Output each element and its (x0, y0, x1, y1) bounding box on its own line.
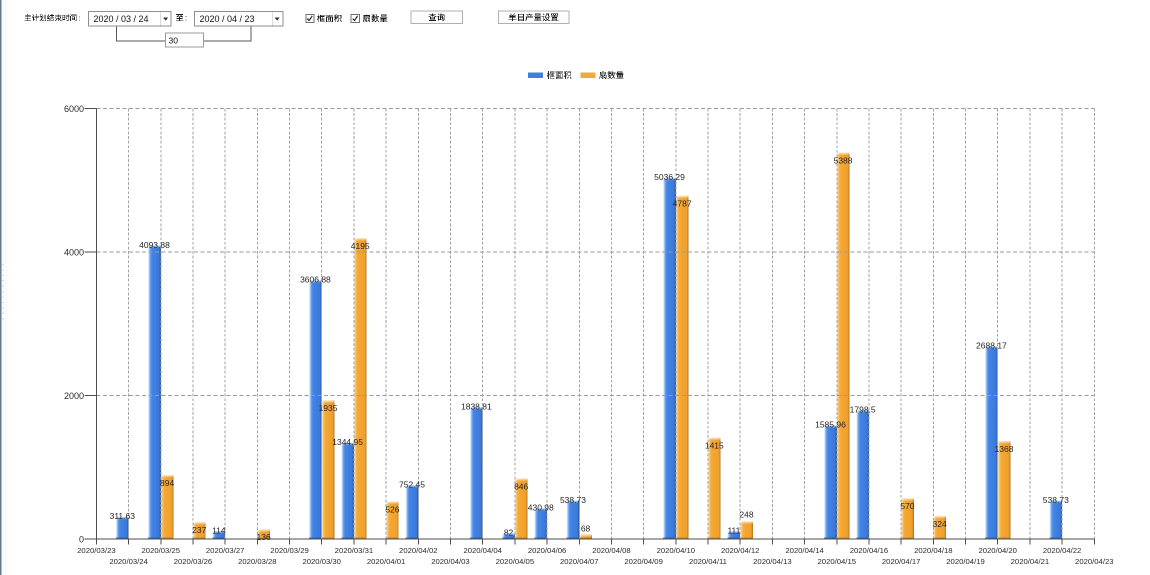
svg-text:30: 30 (169, 35, 179, 45)
svg-text:1585.96: 1585.96 (815, 420, 846, 430)
svg-text:2020/03/24: 2020/03/24 (109, 557, 148, 566)
svg-text:2020/04/03: 2020/04/03 (431, 557, 469, 566)
svg-text:1344.95: 1344.95 (332, 437, 363, 447)
svg-text:894: 894 (160, 478, 174, 488)
svg-text:2020/03/31: 2020/03/31 (335, 546, 373, 555)
svg-text:4093.88: 4093.88 (139, 240, 170, 250)
svg-text:2020/04/11: 2020/04/11 (689, 557, 727, 566)
svg-text:114: 114 (212, 525, 226, 535)
svg-text:2020/04/16: 2020/04/16 (850, 546, 888, 555)
svg-text:846: 846 (514, 481, 528, 491)
svg-text:82: 82 (504, 528, 514, 538)
svg-text:2020/04/07: 2020/04/07 (560, 557, 598, 566)
svg-text:1935: 1935 (319, 403, 338, 413)
svg-text:570: 570 (900, 501, 914, 511)
svg-text:5388: 5388 (834, 155, 853, 165)
svg-text:2020/04/12: 2020/04/12 (721, 546, 759, 555)
svg-text:111: 111 (727, 526, 740, 536)
svg-text:2020/04/18: 2020/04/18 (914, 546, 952, 555)
svg-text:2020/04/23: 2020/04/23 (1075, 557, 1113, 566)
svg-text:2020/03/27: 2020/03/27 (206, 546, 244, 555)
svg-text:2020 / 04 / 23: 2020 / 04 / 23 (200, 14, 255, 24)
svg-text:2020/04/08: 2020/04/08 (592, 546, 630, 555)
svg-text:1368: 1368 (995, 444, 1014, 454)
svg-text:2020/04/19: 2020/04/19 (946, 557, 984, 566)
svg-text:2020/04/13: 2020/04/13 (753, 557, 791, 566)
svg-text:2020/04/17: 2020/04/17 (882, 557, 920, 566)
svg-text:2020/04/21: 2020/04/21 (1011, 557, 1049, 566)
svg-text:2688.17: 2688.17 (976, 341, 1007, 351)
svg-text:2020/03/28: 2020/03/28 (238, 557, 276, 566)
svg-text:0: 0 (79, 534, 84, 544)
svg-text:526: 526 (385, 504, 399, 514)
svg-text:1838.81: 1838.81 (461, 402, 492, 412)
svg-text:6000: 6000 (64, 104, 84, 114)
svg-text:5036.29: 5036.29 (654, 172, 685, 182)
svg-text:4000: 4000 (64, 247, 84, 257)
svg-text:2020/04/06: 2020/04/06 (528, 546, 566, 555)
svg-text:4195: 4195 (351, 241, 370, 251)
svg-text:3606.88: 3606.88 (300, 275, 331, 285)
svg-text:1798.5: 1798.5 (850, 404, 876, 414)
svg-text:2020/03/23: 2020/03/23 (77, 546, 115, 555)
svg-text:324: 324 (933, 519, 947, 529)
svg-text:136: 136 (257, 532, 271, 542)
svg-text:2020/04/01: 2020/04/01 (367, 557, 405, 566)
svg-text:237: 237 (192, 525, 206, 535)
svg-text:4787: 4787 (673, 199, 692, 209)
svg-text:2000: 2000 (64, 391, 84, 401)
svg-text:248: 248 (739, 510, 753, 520)
svg-text:2020/04/20: 2020/04/20 (978, 546, 1016, 555)
svg-text:2020/04/15: 2020/04/15 (818, 557, 856, 566)
svg-text:752.45: 752.45 (399, 480, 425, 490)
svg-text:2020/03/25: 2020/03/25 (142, 546, 180, 555)
svg-text:2020/04/09: 2020/04/09 (624, 557, 662, 566)
svg-text:2020/04/22: 2020/04/22 (1043, 546, 1081, 555)
svg-text:2020/04/14: 2020/04/14 (785, 546, 824, 555)
svg-text:1415: 1415 (705, 440, 724, 450)
svg-text:311.63: 311.63 (110, 511, 136, 521)
svg-text:2020/03/30: 2020/03/30 (302, 557, 340, 566)
svg-text::: : (78, 14, 80, 23)
svg-text:2020/04/05: 2020/04/05 (496, 557, 534, 566)
svg-text:2020 / 03 / 24: 2020 / 03 / 24 (94, 14, 149, 24)
svg-text::: : (185, 14, 187, 23)
svg-text:2020/04/02: 2020/04/02 (399, 546, 437, 555)
svg-text:2020/04/10: 2020/04/10 (657, 546, 695, 555)
svg-text:430.98: 430.98 (528, 503, 554, 513)
svg-text:2020/03/29: 2020/03/29 (270, 546, 308, 555)
svg-text:538.73: 538.73 (560, 495, 586, 505)
svg-text:2020/03/26: 2020/03/26 (174, 557, 212, 566)
svg-text:2020/04/04: 2020/04/04 (463, 546, 502, 555)
svg-text:68: 68 (581, 523, 591, 533)
svg-text:538.73: 538.73 (1043, 495, 1069, 505)
